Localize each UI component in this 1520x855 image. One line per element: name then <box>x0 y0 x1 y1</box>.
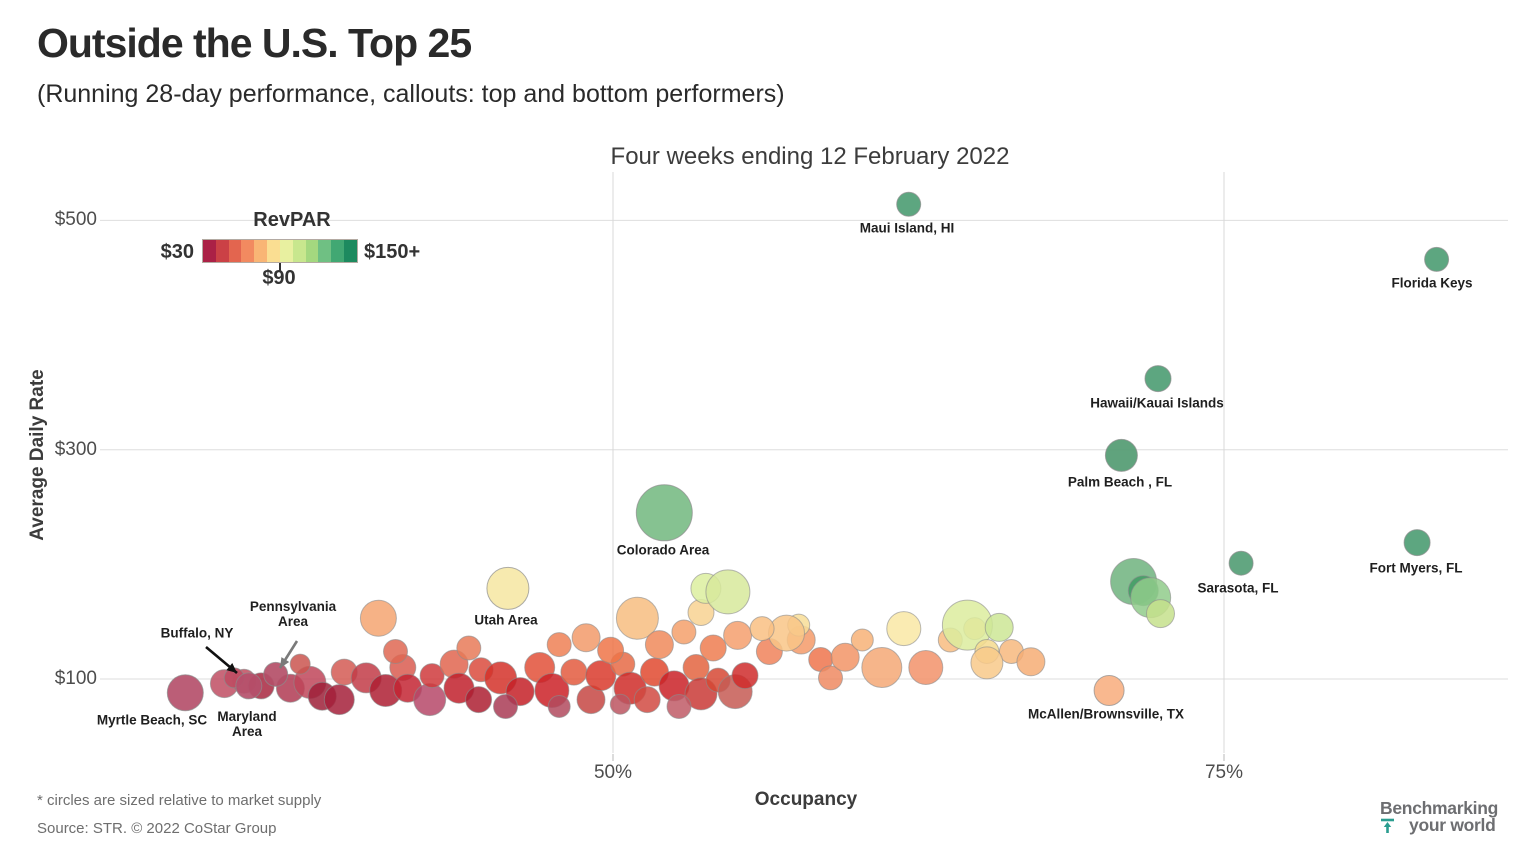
market-bubble[interactable] <box>723 620 753 650</box>
legend-color-bar[interactable] <box>202 239 358 263</box>
market-bubble-hawaii-kauai-islands[interactable] <box>1144 365 1172 393</box>
legend-mid-tick <box>279 263 281 271</box>
callout-arrowhead <box>280 657 290 668</box>
market-bubble[interactable] <box>666 694 692 719</box>
logo-line1: Benchmarking <box>1380 798 1498 818</box>
market-bubble[interactable] <box>818 665 843 691</box>
market-bubble[interactable] <box>970 646 1004 680</box>
market-bubble-mcallen-brownsville-tx[interactable] <box>1093 675 1125 706</box>
market-bubble[interactable] <box>419 663 445 689</box>
legend-min-label: $30 <box>160 241 194 263</box>
market-bubble[interactable] <box>886 611 922 647</box>
market-bubble[interactable] <box>1016 647 1046 677</box>
market-bubble[interactable] <box>984 612 1014 642</box>
legend-color-step <box>215 240 229 262</box>
market-bubble[interactable] <box>731 662 759 690</box>
market-bubble[interactable] <box>699 634 727 662</box>
y-axis-title: Average Daily Rate <box>27 369 48 541</box>
market-bubble-maui-island-hi[interactable] <box>896 191 922 217</box>
logo-line2: your world <box>1409 815 1496 835</box>
market-bubble-sarasota-fl[interactable] <box>1228 550 1254 576</box>
legend-color-step <box>305 240 319 262</box>
market-bubble[interactable] <box>289 653 311 675</box>
market-bubble[interactable] <box>571 623 601 653</box>
market-bubble[interactable] <box>597 636 625 664</box>
callout-arrowhead <box>226 663 237 673</box>
legend-color-step <box>228 240 242 262</box>
x-axis-title: Occupancy <box>754 789 858 810</box>
legend-title: RevPAR <box>253 209 331 231</box>
market-bubble[interactable] <box>359 599 397 637</box>
legend-color-step <box>292 240 306 262</box>
market-bubble[interactable] <box>908 650 944 685</box>
market-bubble[interactable] <box>644 630 674 660</box>
market-bubble[interactable] <box>465 686 493 714</box>
market-bubble[interactable] <box>456 635 482 661</box>
market-bubble[interactable] <box>493 694 518 719</box>
legend-color-step <box>331 240 345 262</box>
legend-max-label: $150+ <box>364 241 421 263</box>
market-bubble-pennsylvania-area[interactable] <box>263 661 289 687</box>
footnote-source: Source: STR. © 2022 CoStar Group <box>37 820 277 837</box>
legend-color-step <box>241 240 255 262</box>
footnote-sizing: * circles are sized relative to market s… <box>37 792 322 809</box>
market-bubble[interactable] <box>323 684 355 716</box>
market-bubble[interactable] <box>705 569 751 615</box>
market-bubble[interactable] <box>413 683 447 717</box>
market-bubble[interactable] <box>850 628 874 652</box>
market-bubble-utah-area[interactable] <box>486 566 530 610</box>
market-bubble[interactable] <box>383 639 408 664</box>
benchmarking-arrow-icon <box>1381 818 1395 833</box>
market-bubble[interactable] <box>609 693 631 715</box>
market-bubble[interactable] <box>615 596 659 640</box>
legend-color-step <box>318 240 332 262</box>
market-bubble-florida-keys[interactable] <box>1424 246 1450 272</box>
legend-color-step <box>344 240 357 262</box>
legend-color-step <box>203 240 216 262</box>
market-bubble-maryland-area[interactable] <box>235 672 263 700</box>
market-bubble[interactable] <box>546 632 572 658</box>
market-bubble[interactable] <box>768 614 805 652</box>
market-bubble[interactable] <box>1146 599 1175 629</box>
chart-title: Four weeks ending 12 February 2022 <box>610 143 1010 170</box>
page-subtitle: (Running 28-day performance, callouts: t… <box>37 80 785 108</box>
market-bubble[interactable] <box>633 686 661 714</box>
market-bubble[interactable] <box>861 647 903 688</box>
market-bubble[interactable] <box>547 695 571 718</box>
legend-color-step <box>279 240 293 262</box>
market-bubble-fort-myers-fl[interactable] <box>1403 529 1431 557</box>
market-bubble[interactable] <box>585 660 617 692</box>
market-bubble[interactable] <box>749 616 775 642</box>
market-bubble-colorado-area[interactable] <box>635 484 693 542</box>
str-logo: Benchmarking your world <box>1380 798 1498 835</box>
market-bubble[interactable] <box>560 658 588 686</box>
market-bubble[interactable] <box>830 642 860 672</box>
page-title: Outside the U.S. Top 25 <box>37 20 472 66</box>
legend-color-step <box>267 240 280 262</box>
legend-mid-label: $90 <box>262 267 296 289</box>
market-bubble[interactable] <box>671 619 697 645</box>
market-bubble-palm-beach-fl[interactable] <box>1104 438 1138 472</box>
market-bubble-myrtle-beach-sc[interactable] <box>166 674 204 712</box>
legend-color-step <box>254 240 268 262</box>
